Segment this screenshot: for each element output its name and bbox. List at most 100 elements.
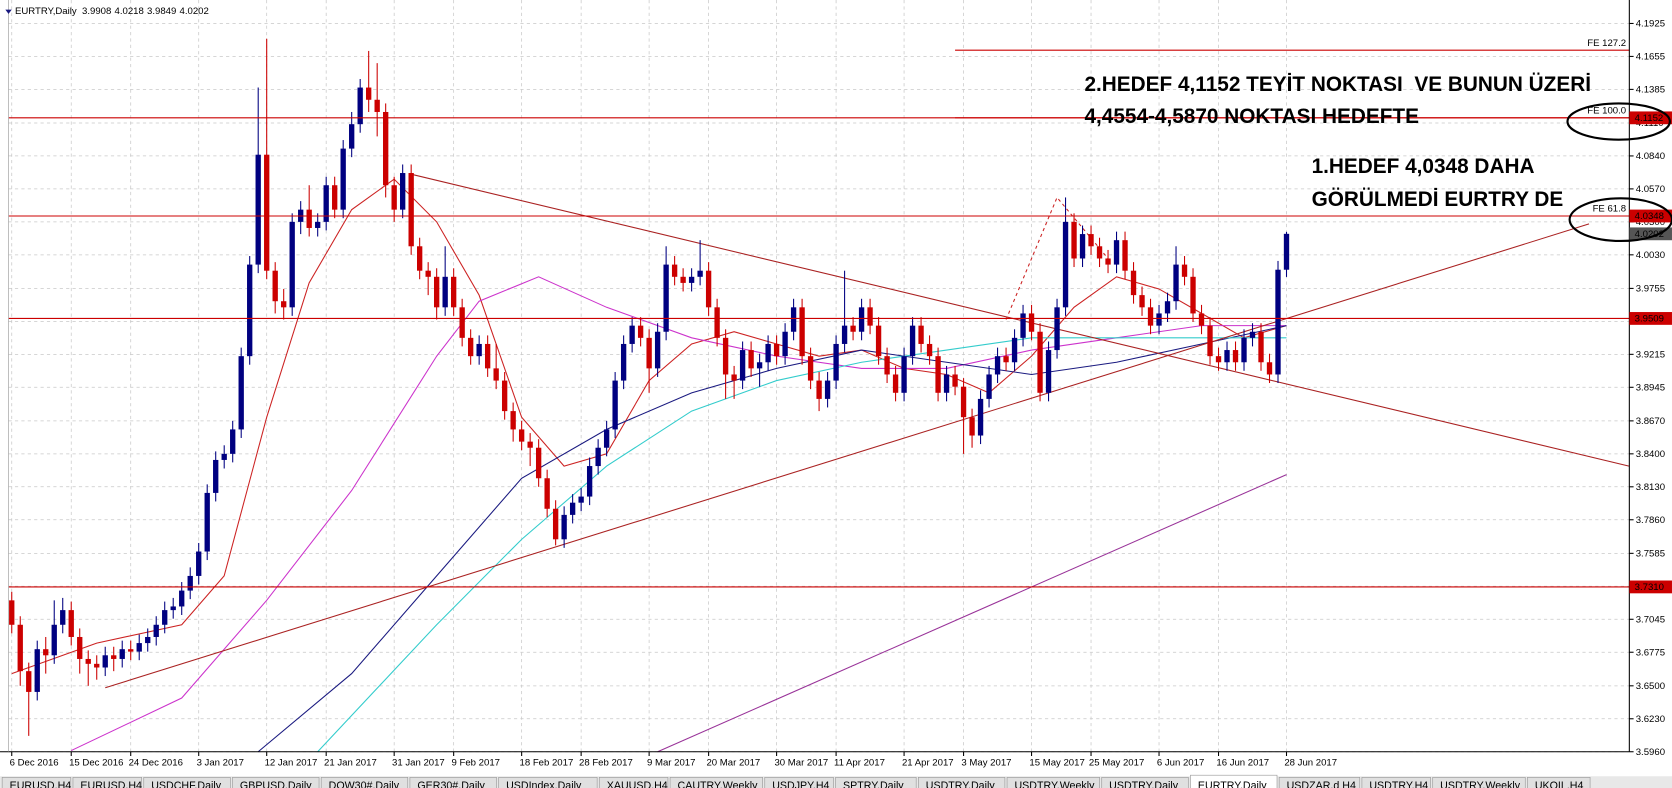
- candle-body: [501, 380, 508, 412]
- candle-body: [1147, 307, 1154, 326]
- y-tick-label: 3.9755: [1636, 284, 1665, 295]
- tab[interactable]: [1190, 774, 1278, 788]
- tab[interactable]: [669, 777, 763, 788]
- candle-body: [858, 307, 865, 332]
- candle-body: [714, 307, 720, 338]
- tab[interactable]: [409, 777, 497, 788]
- tab-label[interactable]: DOW30#,Daily: [329, 780, 400, 788]
- level-label-box: [1629, 209, 1672, 223]
- tab-label[interactable]: USDIndex,Daily: [506, 780, 582, 788]
- tab-label[interactable]: USDTRY,H4: [1369, 780, 1428, 788]
- candle-body: [552, 508, 559, 540]
- tab-label[interactable]: CAUTRY,Weekly: [678, 780, 759, 788]
- candles: [9, 38, 1290, 736]
- tab-label[interactable]: GBPUSD,Daily: [240, 780, 312, 788]
- candle-body: [960, 386, 967, 418]
- candle-body: [187, 575, 193, 591]
- candle-body: [756, 362, 763, 369]
- candle-body: [77, 636, 83, 659]
- candle-body: [544, 478, 550, 509]
- candle-body: [145, 636, 151, 644]
- tab[interactable]: [1278, 777, 1361, 788]
- candle-body: [1224, 350, 1230, 363]
- candle-body: [629, 325, 635, 344]
- tab[interactable]: [598, 777, 669, 788]
- candle-body: [1275, 269, 1281, 375]
- tab[interactable]: [917, 777, 1006, 788]
- candle-body: [680, 276, 686, 283]
- tab[interactable]: [1006, 777, 1100, 788]
- tab-label[interactable]: EURTRY,Daily: [1198, 780, 1267, 788]
- tab-label[interactable]: USDTRY,Weekly: [1440, 780, 1521, 788]
- candle-body: [349, 124, 355, 149]
- tab[interactable]: [320, 777, 409, 788]
- level-label: 3.9509: [1635, 314, 1664, 325]
- tab[interactable]: [1, 777, 72, 788]
- y-tick-label: 3.7585: [1636, 549, 1665, 560]
- tab[interactable]: [72, 777, 142, 788]
- candle-body: [128, 649, 134, 652]
- candle-body: [400, 173, 406, 210]
- tab[interactable]: [143, 777, 231, 788]
- candle-body: [688, 276, 695, 283]
- tab-label[interactable]: SPTRY,Daily: [843, 780, 904, 788]
- tab-label[interactable]: UKOIL,H4: [1535, 780, 1584, 788]
- candle-body: [612, 380, 618, 430]
- x-tick-label: 3 Jan 2017: [197, 758, 244, 769]
- tab[interactable]: [232, 777, 320, 788]
- candle-body: [654, 331, 661, 369]
- candle-body: [603, 429, 610, 448]
- candle-body: [213, 459, 219, 493]
- x-tick-label: 15 Dec 2016: [69, 758, 123, 769]
- candle-body: [731, 374, 737, 381]
- candle-body: [739, 350, 746, 381]
- tab-label[interactable]: XAUUSD,H4: [607, 780, 668, 788]
- tab-label[interactable]: USDZAR,d H4: [1287, 780, 1356, 788]
- candle-body: [705, 270, 712, 308]
- candle-body: [366, 87, 372, 100]
- tab[interactable]: [1432, 777, 1526, 788]
- y-tick-label: 4.0030: [1636, 250, 1665, 261]
- open-value: 3.9908: [82, 6, 111, 17]
- candle-body: [850, 325, 856, 332]
- indicator-line: [409, 173, 1630, 467]
- candle-body: [476, 343, 482, 357]
- tab[interactable]: [498, 777, 598, 788]
- candle-body: [952, 374, 958, 387]
- tab[interactable]: [1527, 777, 1591, 788]
- candle-body: [875, 325, 882, 357]
- candle-body: [264, 154, 270, 271]
- tab-label[interactable]: EURUSD,H4: [10, 780, 72, 788]
- candle-body: [1096, 246, 1103, 259]
- candle-body: [383, 111, 389, 186]
- tab-label[interactable]: GER30#,Daily: [417, 780, 485, 788]
- tab-label[interactable]: USDCHF,Daily: [151, 780, 222, 788]
- tab[interactable]: [835, 777, 917, 788]
- tab-label[interactable]: USDJPY,H4: [772, 780, 829, 788]
- candle-body: [9, 600, 15, 625]
- candle-body: [26, 671, 32, 692]
- candle-body: [467, 337, 474, 357]
- tabs: EURUSD,H4 EURUSD,H4 USDCHF,Daily GBPUSD,Dai…: [1, 774, 1591, 788]
- candle-body: [255, 154, 261, 265]
- candle-body: [901, 356, 907, 393]
- tab-label[interactable]: USDTRY,Daily: [926, 780, 996, 788]
- y-tick-label: 3.7860: [1636, 515, 1665, 526]
- tab[interactable]: [1101, 777, 1189, 788]
- x-tick-label: 16 Jun 2017: [1216, 758, 1269, 769]
- tab[interactable]: [764, 777, 834, 788]
- candle-body: [391, 185, 397, 210]
- tab-label[interactable]: USDTRY,Weekly: [1014, 780, 1095, 788]
- levels: FE 127.2 FE 100.0 FE 61.8: [8, 38, 1630, 588]
- candle-body: [1037, 331, 1043, 393]
- candle-body: [841, 325, 848, 344]
- candle-body: [1232, 350, 1239, 363]
- indicator-line: [257, 325, 1287, 753]
- candle-body: [60, 610, 66, 625]
- tab[interactable]: [1361, 777, 1431, 788]
- tab-label[interactable]: USDTRY,Daily: [1109, 780, 1179, 788]
- tab-label[interactable]: EURUSD,H4: [80, 780, 142, 788]
- candle-body: [1215, 356, 1222, 363]
- candle-body: [782, 331, 788, 357]
- candle-body: [323, 185, 329, 222]
